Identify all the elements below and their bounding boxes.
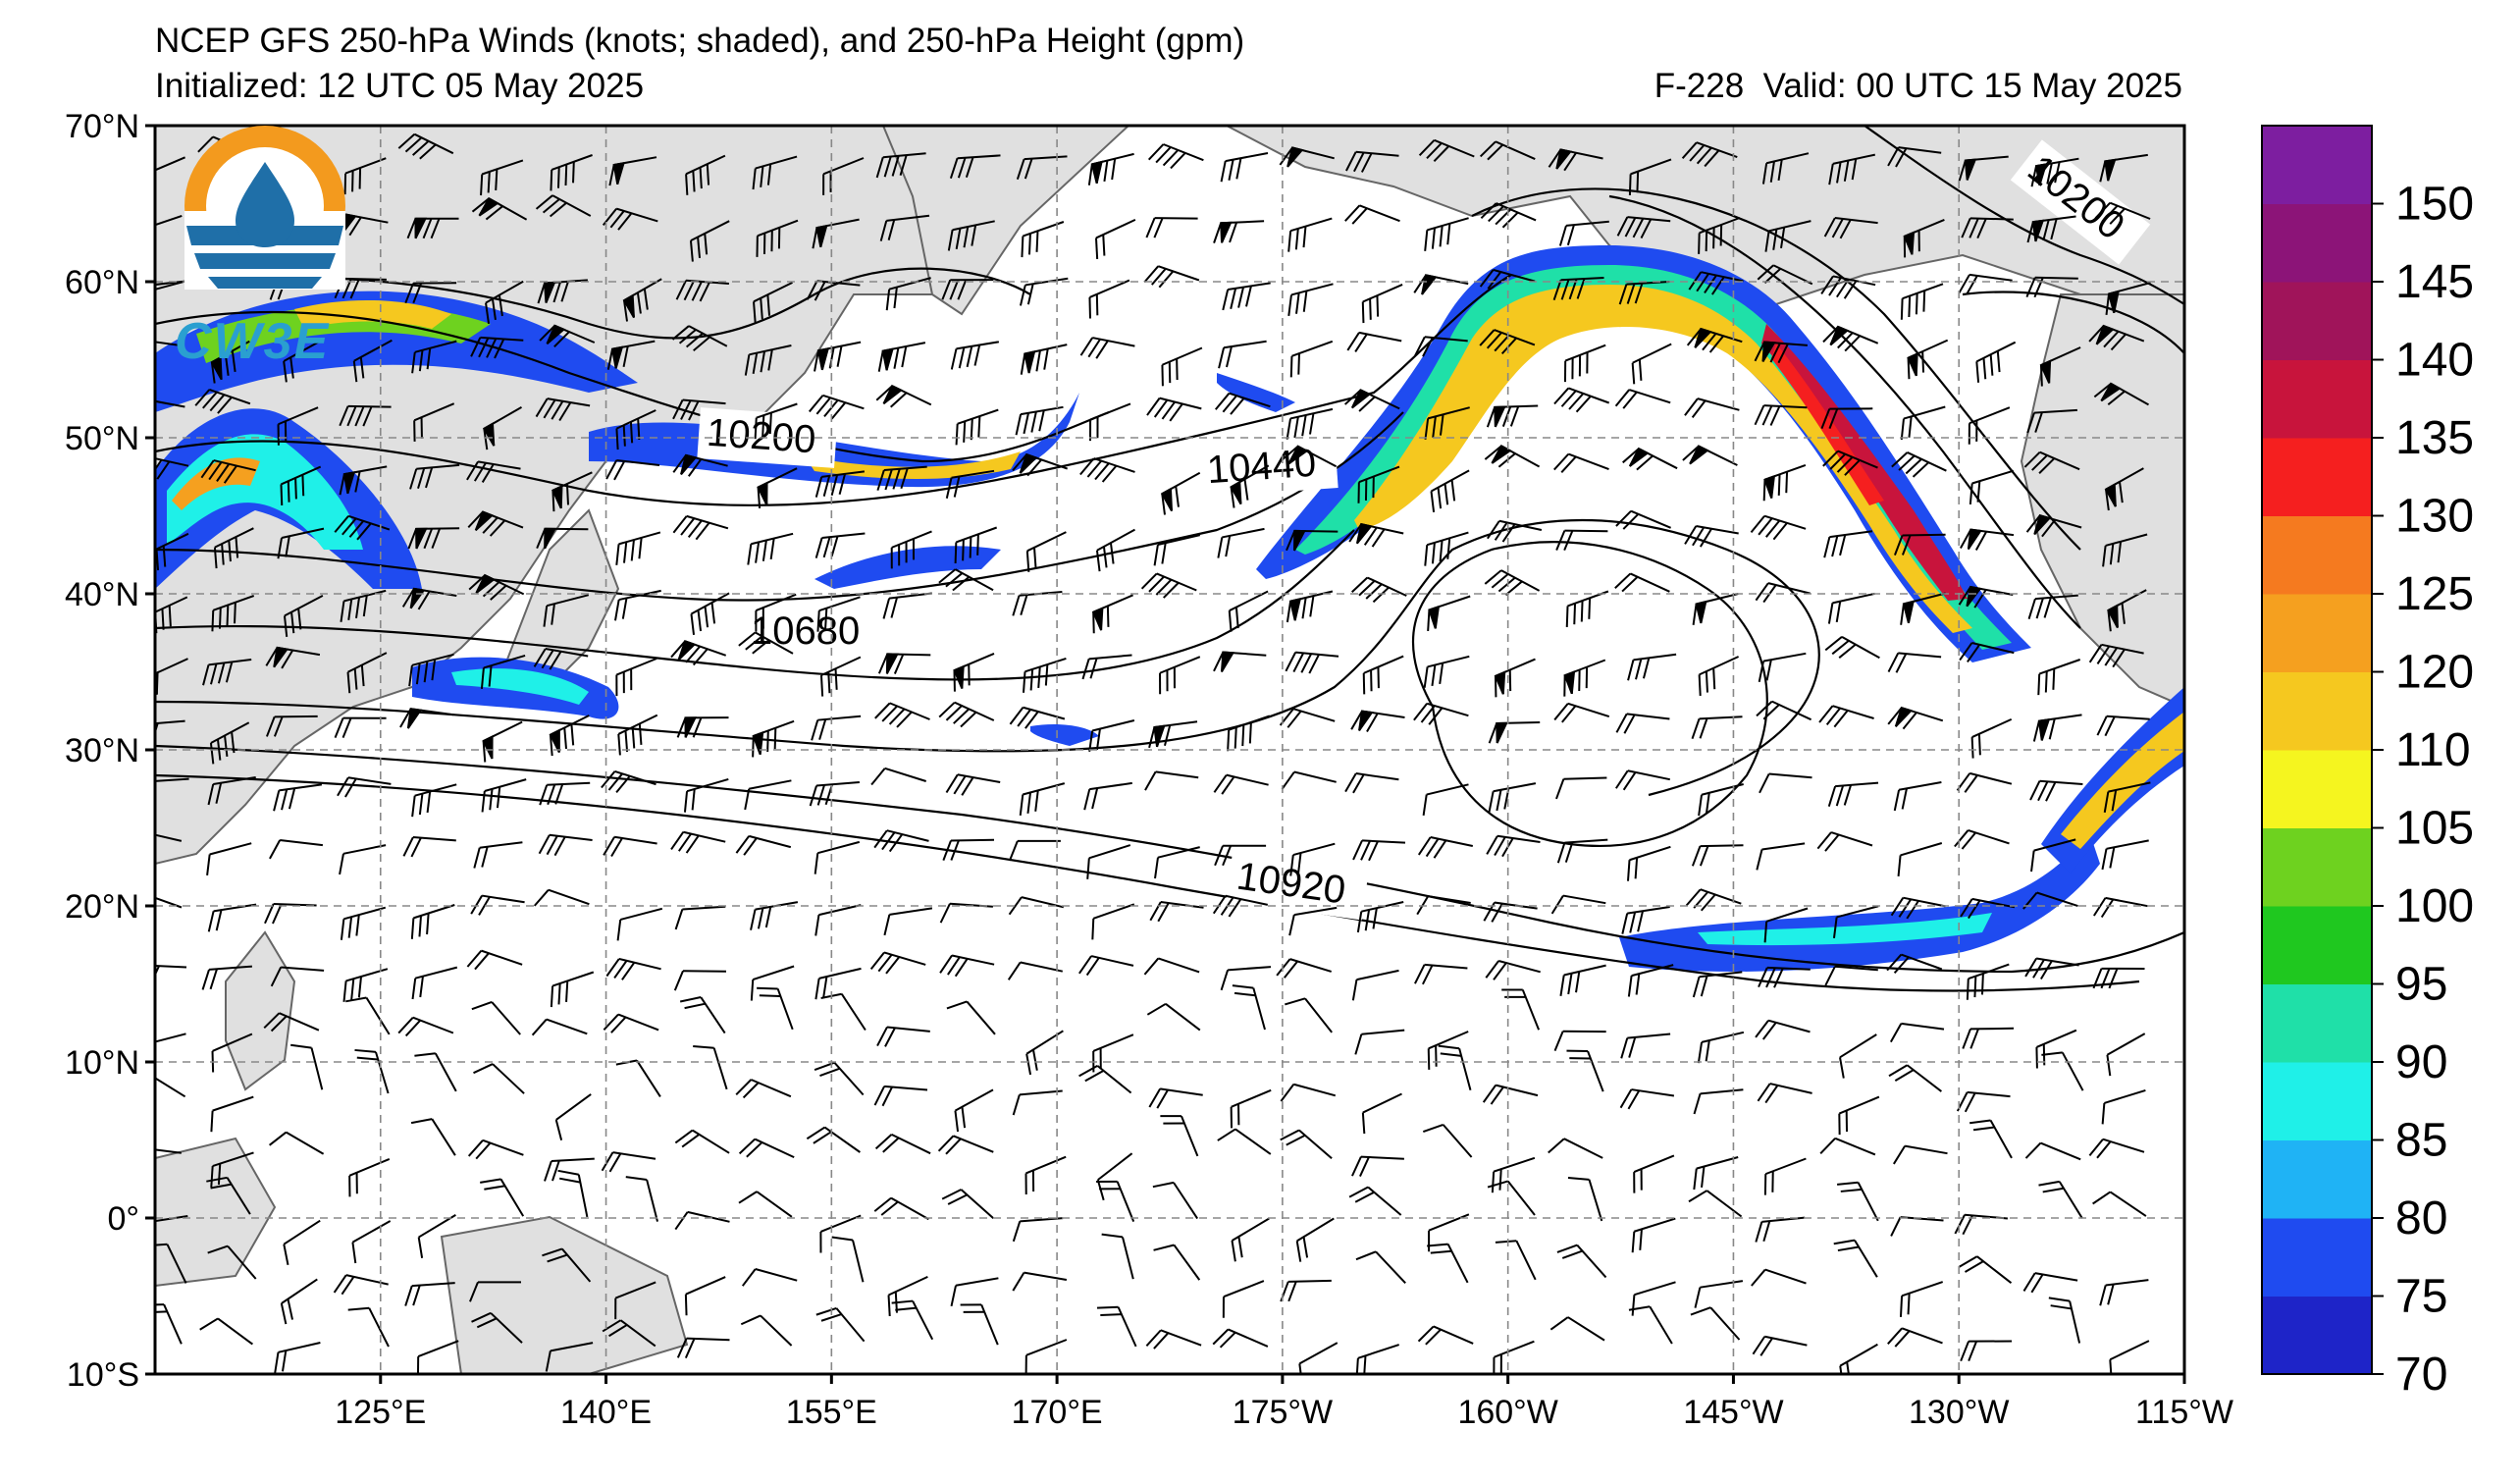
colorbar-segment (2262, 282, 2372, 360)
lon-tick-label: 160°W (1457, 1394, 1557, 1431)
colorbar-label: 80 (2395, 1192, 2447, 1245)
colorbar-label: 70 (2395, 1349, 2447, 1401)
lat-tick-label: 60°N (65, 264, 139, 301)
lon-tick-label: 175°W (1233, 1394, 1333, 1431)
contour-label-10200: 10200 (706, 411, 817, 462)
colorbar-segment (2262, 204, 2372, 283)
colorbar-label: 95 (2395, 959, 2447, 1011)
lon-tick-label: 115°W (2135, 1394, 2233, 1431)
lon-tick-label: 140°E (560, 1394, 652, 1431)
contour-label-10680: 10680 (751, 609, 860, 653)
colorbar-segment (2262, 750, 2372, 828)
colorbar-label: 100 (2395, 880, 2474, 932)
lon-tick-label: 145°W (1683, 1394, 1783, 1431)
colorbar-segment (2262, 1218, 2372, 1297)
colorbar-label: 125 (2395, 568, 2474, 620)
colorbar-segment (2262, 594, 2372, 672)
lon-tick-label: 170°E (1012, 1394, 1103, 1431)
lat-tick-label: 40°N (65, 576, 139, 613)
colorbar-label: 90 (2395, 1036, 2447, 1088)
colorbar-segment (2262, 1140, 2372, 1219)
colorbar-label: 75 (2395, 1271, 2447, 1323)
lon-tick-label: 155°E (786, 1394, 877, 1431)
lon-tick-label: 130°W (1909, 1394, 2009, 1431)
lat-tick-label: 50°N (65, 420, 139, 457)
lat-tick-label: 30°N (65, 732, 139, 769)
colorbar-label: 130 (2395, 491, 2474, 543)
colorbar-label: 85 (2395, 1115, 2447, 1167)
lat-tick-label: 0° (107, 1200, 139, 1238)
colorbar-segment (2262, 828, 2372, 907)
water-drop-logo-icon (184, 126, 345, 290)
colorbar-segment (2262, 984, 2372, 1063)
colorbar-segment (2262, 672, 2372, 751)
colorbar-label: 150 (2395, 179, 2474, 231)
lat-tick-label: 20°N (65, 888, 139, 926)
colorbar-segment (2262, 360, 2372, 439)
colorbar-segment (2262, 1297, 2372, 1375)
colorbar-label: 135 (2395, 412, 2474, 464)
colorbar-label: 120 (2395, 647, 2474, 699)
lat-tick-label: 10°S (67, 1356, 139, 1394)
colorbar-label: 105 (2395, 803, 2474, 855)
colorbar-label: 145 (2395, 256, 2474, 308)
colorbar-segment (2262, 906, 2372, 984)
colorbar-segment (2262, 438, 2372, 516)
colorbar-label: 140 (2395, 335, 2474, 387)
lon-tick-label: 125°E (335, 1394, 426, 1431)
colorbar-segment (2262, 126, 2372, 204)
lat-tick-label: 70°N (65, 108, 139, 145)
colorbar-segment (2262, 1062, 2372, 1140)
logo-text: CW3E (175, 312, 330, 371)
lat-tick-label: 10°N (65, 1044, 139, 1082)
colorbar: 70 75 80 85 90 95 100 105 110 120 125 130 135 140 145 1… (2262, 126, 2474, 1401)
colorbar-label: 110 (2395, 724, 2471, 776)
colorbar-segment (2262, 516, 2372, 595)
